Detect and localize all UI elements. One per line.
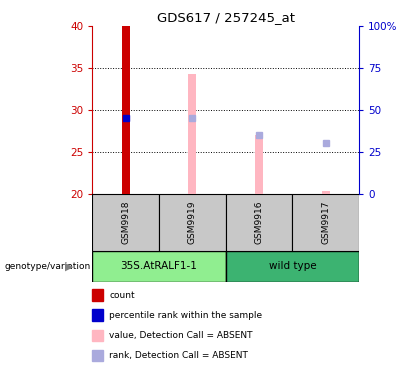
- Bar: [159, 194, 226, 251]
- Bar: [122, 26, 130, 194]
- Text: ▶: ▶: [65, 261, 73, 271]
- Text: GSM9919: GSM9919: [188, 201, 197, 244]
- Text: percentile rank within the sample: percentile rank within the sample: [109, 311, 262, 320]
- Title: GDS617 / 257245_at: GDS617 / 257245_at: [157, 11, 295, 25]
- Text: GSM9916: GSM9916: [255, 201, 264, 244]
- Bar: [322, 191, 330, 194]
- Bar: [92, 251, 226, 282]
- Bar: [226, 194, 292, 251]
- Bar: [292, 194, 359, 251]
- Bar: [226, 251, 359, 282]
- Text: GSM9917: GSM9917: [321, 201, 330, 244]
- Bar: [255, 135, 263, 194]
- Text: wild type: wild type: [269, 261, 316, 271]
- Text: genotype/variation: genotype/variation: [4, 262, 90, 271]
- Bar: [92, 194, 159, 251]
- Text: value, Detection Call = ABSENT: value, Detection Call = ABSENT: [109, 331, 253, 340]
- Text: rank, Detection Call = ABSENT: rank, Detection Call = ABSENT: [109, 351, 248, 361]
- Text: 35S.AtRALF1-1: 35S.AtRALF1-1: [121, 261, 197, 271]
- Text: GSM9918: GSM9918: [121, 201, 130, 244]
- Text: count: count: [109, 291, 135, 300]
- Bar: [189, 74, 197, 194]
